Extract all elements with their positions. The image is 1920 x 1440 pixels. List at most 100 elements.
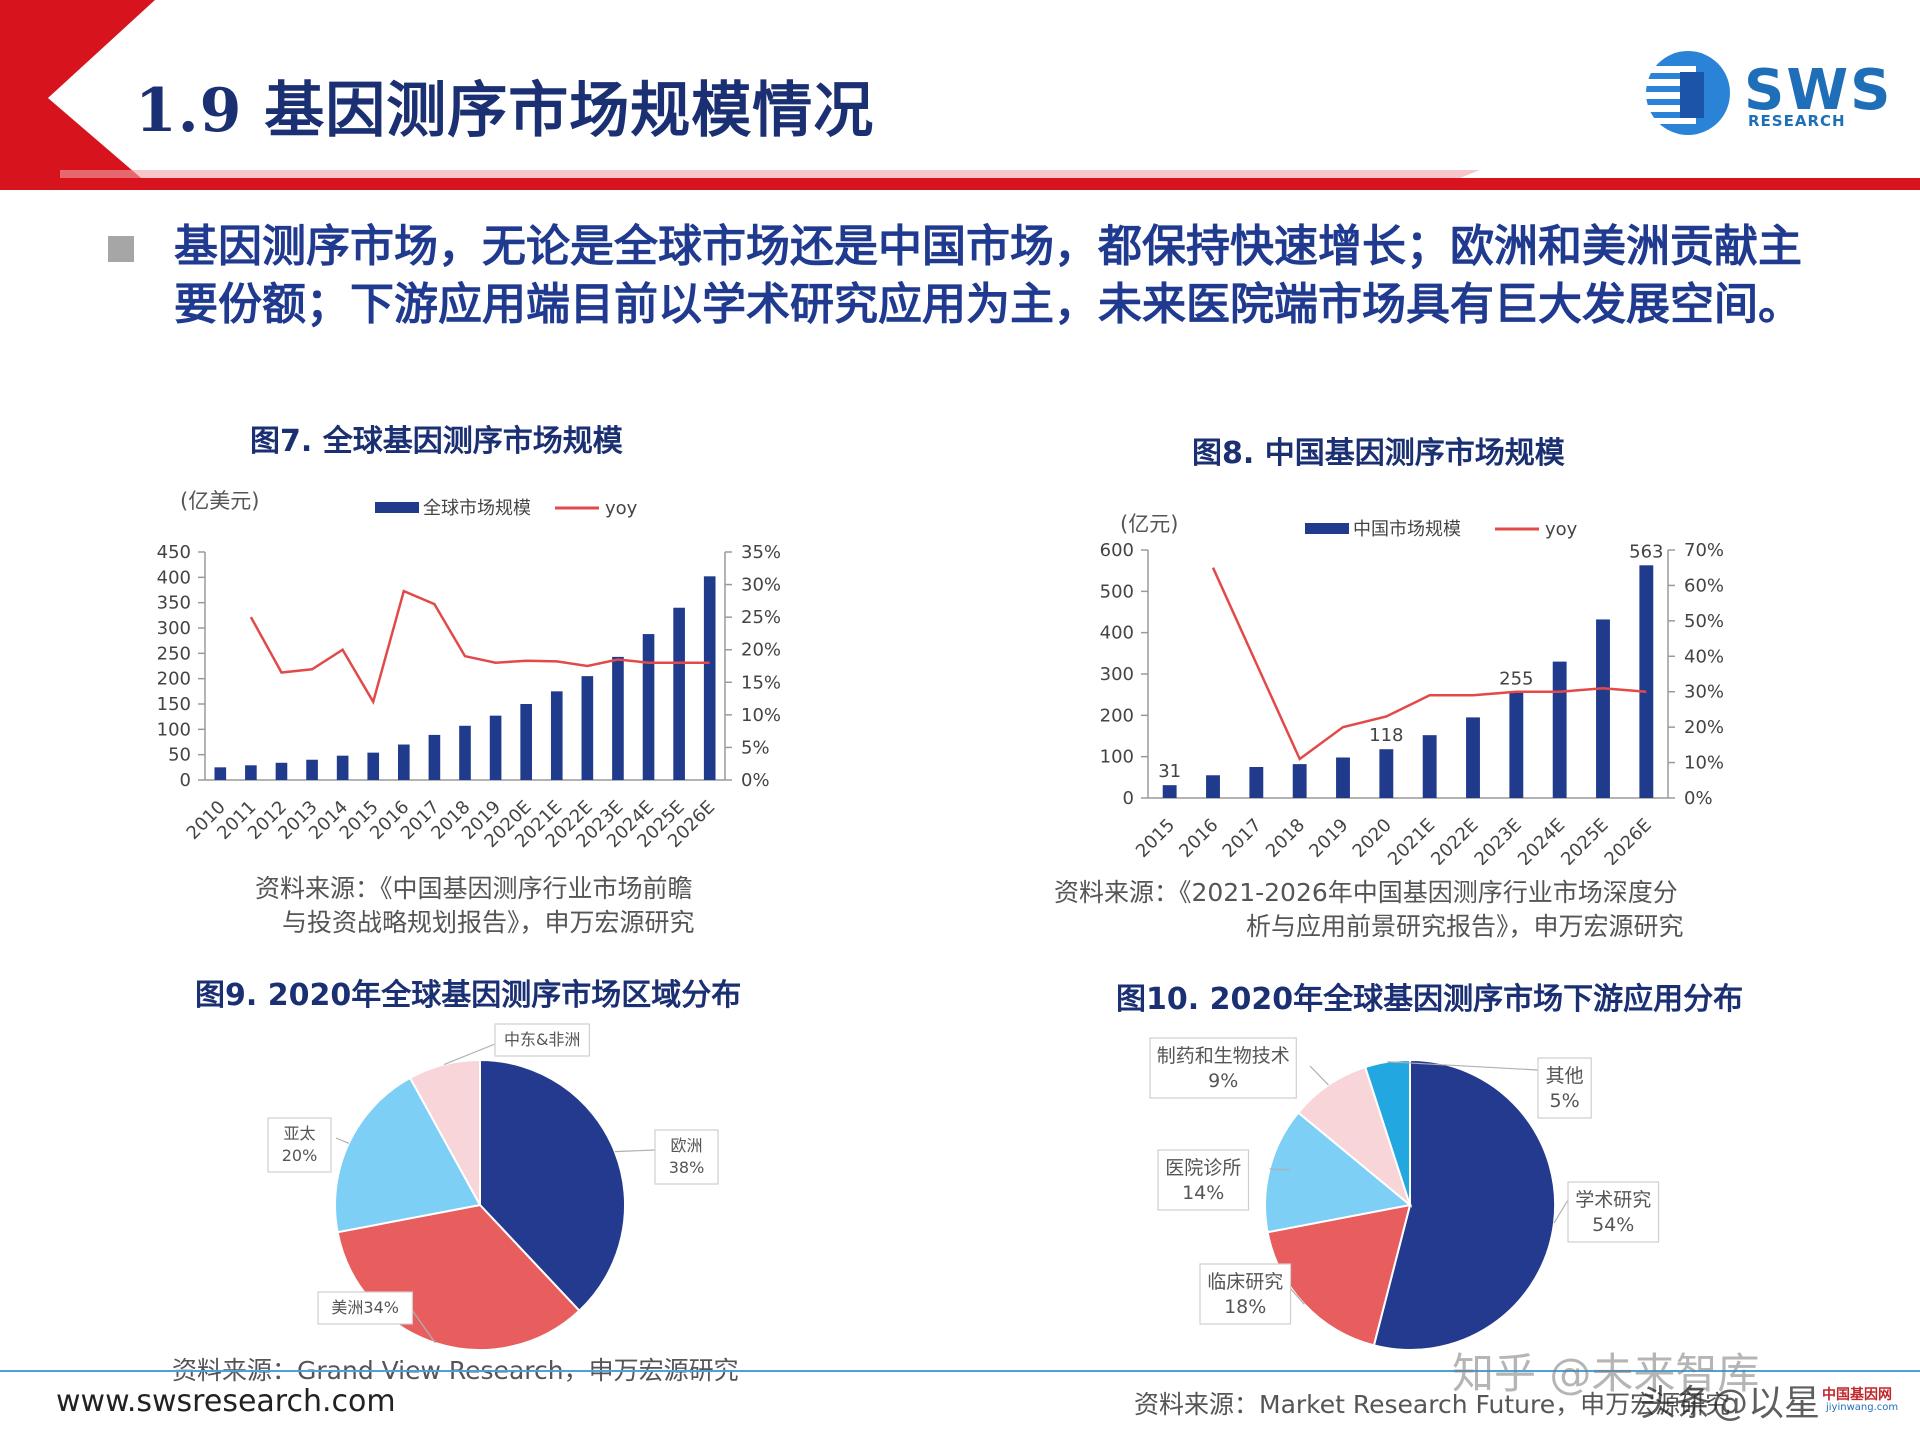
summary-bullet: 基因测序市场，无论是全球市场还是中国市场，都保持快速增长；欧洲和美洲贡献主要份额… [174,221,1802,330]
fig10-source: 资料来源：Market Research Future，申万宏源研究 [1134,1390,1731,1419]
bar [214,767,227,780]
y2-tick-label: 30% [1684,682,1724,703]
pie-label: 学术研究 [1575,1189,1651,1211]
pie-label: 9% [1208,1070,1238,1092]
bar [245,765,257,780]
mini-logo-text: 中国基因网 [1822,1387,1892,1403]
y2-tick-label: 60% [1684,575,1724,596]
y2-tick-label: 10% [741,705,781,726]
y2-tick-label: 70% [1684,540,1724,561]
bullet-square-icon [108,236,134,262]
bar [1292,764,1307,798]
fig7-source-line2: 与投资战略规划报告》，申万宏源研究 [282,908,695,937]
bar [1206,775,1220,798]
application-pie-chart: 学术研究 54% 临床研究 18% 医院诊所 14% 制药和生物技术 9% 其他 5% [1149,1037,1660,1351]
x-tick-label: 2017 [1219,815,1266,862]
pie-label: 38% [669,1158,705,1177]
fig8-title: 图8. 中国基因测序市场规模 [1192,436,1565,471]
y-tick-label: 450 [157,542,191,563]
y2-tick-label: 0% [1684,788,1713,809]
leader-line [1269,1168,1291,1171]
pie-label: 其他 [1546,1065,1584,1087]
fig8-source-line1: 资料来源：《2021-2026年中国基因测序行业市场深度分 [1054,878,1678,907]
bar [275,762,288,780]
footer-url[interactable]: www.swsresearch.com [56,1384,396,1419]
bar [550,691,563,780]
y-tick-label: 300 [1100,664,1134,685]
logo-text: SWS [1744,58,1893,123]
bar [459,725,471,780]
pie-slice [1296,1065,1413,1208]
leader-line [1387,1061,1539,1071]
pie-label: 14% [1182,1182,1224,1204]
leader-line [443,1043,496,1066]
fig10-title: 图10. 2020年全球基因测序市场下游应用分布 [1116,982,1744,1017]
data-label: 563 [1629,541,1663,562]
fig7-source-line1: 资料来源：《中国基因测序行业市场前瞻 [255,874,693,903]
pie-label: 中东&非洲 [504,1030,580,1049]
y-tick-label: 600 [1100,540,1134,561]
yoy-line [1211,567,1647,761]
legend-bar-swatch [1305,523,1349,534]
y2-tick-label: 15% [741,672,781,693]
pie-label: 临床研究 [1207,1271,1283,1293]
y2-tick-label: 10% [1684,753,1724,774]
leader-line [335,1137,350,1144]
pie-label: 20% [282,1146,318,1165]
x-tick-label: 2026E [1601,815,1656,865]
bar [612,656,624,780]
pie-label-box [1157,1149,1250,1211]
leader-line [614,1149,656,1153]
pie-label: 欧洲 [670,1136,702,1155]
bar [1466,717,1480,798]
y2-tick-label: 0% [741,770,770,791]
y-tick-label: 100 [157,719,191,740]
region-pie-chart: 欧洲 38% 美洲34% 亚太 20% 中东&非洲 [267,1023,719,1352]
pie-label-box [1199,1263,1292,1325]
global-market-bar-chart: 0 50 100 150 200 250 300 350 400 450 0% 5% 10% 15% 20%… [157,489,781,850]
mini-logo-url: jiyinwang.com [1826,1402,1899,1413]
fig7-title: 图7. 全球基因测序市场规模 [250,424,623,459]
y2-tick-label: 20% [1684,717,1724,738]
bar [581,676,594,780]
bar [1509,692,1524,798]
leader-line [1309,1065,1329,1086]
fig9-title: 图9. 2020年全球基因测序市场区域分布 [195,978,742,1013]
pie-label: 5% [1550,1090,1580,1112]
data-label: 255 [1499,669,1533,690]
pie-slice [334,1076,482,1234]
legend-bar-label: 全球市场规模 [423,498,531,519]
data-label: 31 [1158,761,1181,782]
bar [367,752,380,780]
pie-label: 医院诊所 [1165,1157,1241,1179]
pie-label: 亚太 [283,1124,315,1143]
pie-label-box [1149,1037,1297,1099]
watermark-text: 知乎 @未来智库 [1452,1349,1760,1398]
bar [642,634,655,780]
y-tick-label: 0 [180,770,191,791]
y2-tick-label: 5% [741,737,770,758]
bar [1162,785,1177,798]
y-tick-label: 350 [157,593,191,614]
x-tick-label: 2015 [1132,815,1179,862]
fig8-source-line2: 析与应用前景研究报告》，申万宏源研究 [1246,912,1684,941]
pie-label-box [317,1291,414,1325]
unit-label: (亿美元) [180,489,259,513]
y-tick-label: 150 [157,694,191,715]
bar [336,755,349,780]
y-tick-label: 300 [157,618,191,639]
y2-tick-label: 20% [741,640,781,661]
data-label: 118 [1369,725,1403,746]
bar [428,734,441,780]
bar [673,607,685,780]
pie-label: 54% [1592,1214,1634,1236]
bar [1639,565,1654,798]
y-tick-label: 200 [157,669,191,690]
page-title: 1.9 基因测序市场规模情况 [135,76,875,146]
bar [1249,767,1264,798]
legend-bar-label: 中国市场规模 [1353,519,1461,540]
y2-tick-label: 50% [1684,611,1724,632]
bar [306,759,318,780]
y-tick-label: 250 [157,643,191,664]
